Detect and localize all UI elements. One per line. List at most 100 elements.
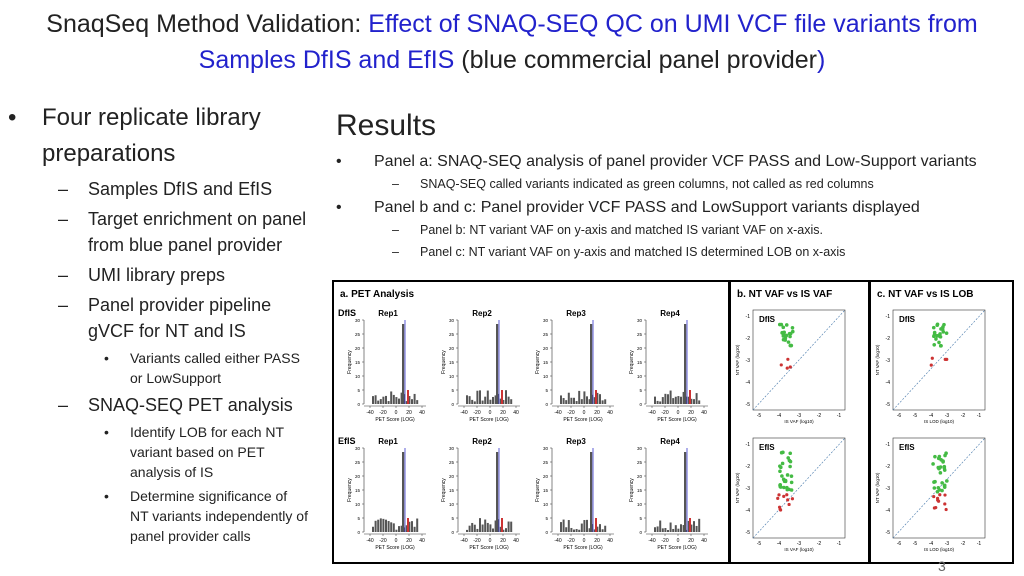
uncalled-bar bbox=[595, 518, 597, 532]
histogram-bar bbox=[416, 518, 419, 532]
uncalled-bar bbox=[501, 518, 503, 532]
histogram-bar bbox=[578, 390, 581, 404]
x-tick-label: -3 bbox=[945, 413, 950, 419]
panel-b-figure: b. NT VAF vs IS VAF DfIS -1 -2 -3 -4 -5 -5 -4 -3… bbox=[729, 280, 870, 564]
histogram-bar bbox=[664, 528, 667, 532]
sub-bullet-text: Samples DfIS and EfIS bbox=[88, 179, 273, 199]
bullet-text: Four replicate library preparations bbox=[42, 104, 261, 167]
x-tick-label: -20 bbox=[567, 538, 574, 544]
x-tick-label: 20 bbox=[594, 538, 600, 544]
histogram-bar bbox=[479, 390, 481, 404]
uncalled-point bbox=[932, 494, 936, 499]
histogram-bar bbox=[411, 521, 413, 532]
histogram-peak bbox=[402, 324, 405, 404]
x-tick-label: 40 bbox=[513, 538, 519, 544]
x-tick-label: -4 bbox=[777, 413, 782, 419]
histogram-bar bbox=[413, 393, 416, 404]
histogram-bar bbox=[573, 529, 575, 532]
y-axis-label: Frequency bbox=[441, 350, 447, 374]
histogram-bar bbox=[499, 526, 502, 532]
uncalled-point bbox=[935, 496, 940, 501]
histogram-bar bbox=[494, 520, 497, 532]
histogram-bar bbox=[667, 394, 669, 404]
histogram-bar bbox=[387, 521, 390, 532]
called-point bbox=[940, 481, 944, 485]
histogram-bar bbox=[468, 396, 471, 404]
histogram-bar bbox=[484, 519, 487, 532]
rep-label: Rep2 bbox=[472, 437, 492, 446]
called-point bbox=[784, 323, 789, 327]
histogram-bar bbox=[687, 396, 690, 404]
plot-frame bbox=[752, 309, 846, 411]
y-tick-label: -3 bbox=[886, 486, 891, 492]
called-point bbox=[933, 454, 937, 459]
result-sub-bullet: – Panel c: NT variant VAF on y-axis and m… bbox=[392, 242, 1016, 262]
histogram-bar bbox=[586, 396, 588, 404]
histogram-bar bbox=[575, 529, 578, 532]
histogram-bar bbox=[502, 529, 505, 532]
results-heading: Results bbox=[336, 109, 437, 142]
sub-sub-bullet-text: Variants called either PASS or LowSuppor… bbox=[130, 350, 300, 386]
x-tick-label: -3 bbox=[945, 541, 950, 547]
x-axis-label: PET Score (LOG) bbox=[563, 545, 603, 551]
called-point bbox=[942, 322, 946, 327]
sub-bullet-text: SNAQ-SEQ PET analysis bbox=[88, 395, 293, 415]
uncalled-point bbox=[776, 496, 780, 501]
called-point bbox=[938, 465, 943, 469]
y-tick-label: 5 bbox=[545, 388, 548, 393]
y-tick-label: 10 bbox=[449, 502, 455, 507]
x-tick-label: -3 bbox=[797, 413, 802, 419]
y-tick-label: -3 bbox=[746, 486, 751, 492]
y-axis-label: Frequency bbox=[629, 350, 635, 374]
sample-label: EfIS bbox=[899, 443, 915, 452]
x-tick-label: 40 bbox=[701, 538, 707, 544]
y-tick-label: 0 bbox=[545, 530, 548, 535]
y-tick-label: -2 bbox=[746, 464, 751, 470]
histogram-peak bbox=[496, 324, 499, 404]
y-tick-label: -5 bbox=[746, 402, 751, 408]
y-tick-label: 5 bbox=[451, 516, 454, 521]
x-tick-label: 40 bbox=[607, 538, 613, 544]
sub-sub-bullet: • Identify LOB for each NT variant based … bbox=[104, 422, 308, 482]
bullet-marker: • bbox=[104, 350, 109, 366]
x-axis-label: PET Score (LOG) bbox=[657, 545, 697, 551]
y-tick-label: 10 bbox=[543, 502, 549, 507]
x-tick-label: 20 bbox=[594, 410, 600, 416]
x-tick-label: 40 bbox=[419, 410, 425, 416]
result-bullet: • Panel a: SNAQ-SEQ analysis of panel pro… bbox=[336, 150, 1016, 174]
y-tick-label: 30 bbox=[449, 318, 455, 323]
y-tick-label: 15 bbox=[355, 360, 361, 365]
x-tick-label: 20 bbox=[406, 410, 412, 416]
called-point bbox=[780, 474, 784, 478]
called-point bbox=[931, 325, 936, 330]
result-bullet-text: Panel b and c: Panel provider VCF PASS a… bbox=[374, 199, 920, 216]
x-tick-label: -5 bbox=[913, 413, 918, 419]
y-tick-label: 5 bbox=[357, 516, 360, 521]
y-tick-label: 25 bbox=[543, 460, 549, 465]
uncalled-point bbox=[934, 506, 938, 510]
histogram-bar bbox=[654, 527, 656, 532]
histogram-bar bbox=[481, 524, 484, 532]
histogram-bar bbox=[583, 520, 586, 532]
histogram-bar bbox=[484, 396, 487, 404]
rep-label: Rep4 bbox=[660, 437, 680, 446]
y-tick-label: 0 bbox=[639, 402, 642, 407]
histogram-bar bbox=[473, 524, 476, 532]
called-point bbox=[932, 342, 937, 347]
histogram-bar bbox=[479, 518, 481, 532]
x-tick-label: -1 bbox=[977, 541, 982, 547]
y-tick-label: 15 bbox=[449, 360, 455, 365]
y-tick-label: -1 bbox=[886, 442, 891, 448]
histogram-bar bbox=[382, 396, 385, 404]
uncalled-bar bbox=[689, 518, 691, 532]
histogram-bar bbox=[510, 521, 513, 532]
x-tick-label: -40 bbox=[648, 538, 655, 544]
y-tick-label: 15 bbox=[637, 360, 643, 365]
x-tick-label: -20 bbox=[661, 410, 668, 416]
histogram-bar bbox=[400, 392, 403, 404]
histogram-bar bbox=[560, 395, 562, 404]
sub-bullet: – Target enrichment on panel from blue pa… bbox=[58, 206, 308, 258]
y-tick-label: -1 bbox=[886, 314, 891, 320]
called-point bbox=[783, 478, 788, 483]
y-tick-label: 20 bbox=[543, 346, 549, 351]
